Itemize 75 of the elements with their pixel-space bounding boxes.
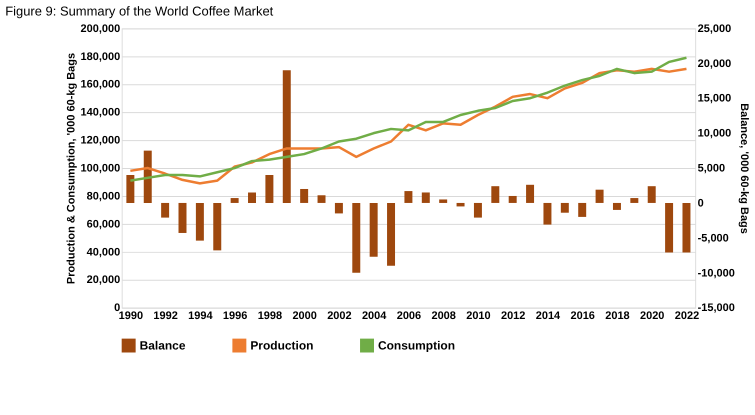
bar <box>161 202 170 218</box>
bar <box>596 190 604 203</box>
y2-tick-label: 15,000 <box>698 92 732 105</box>
x-tick-label: 2012 <box>500 310 526 322</box>
bar <box>387 202 396 266</box>
x-tick-label: 1994 <box>188 310 214 322</box>
x-tick-label: 2000 <box>292 310 317 322</box>
y-tick-label: 140,000 <box>80 106 120 119</box>
y2-tick-label: 10,000 <box>698 128 732 140</box>
bar <box>612 202 621 210</box>
chart-title: Figure 9: Summary of the World Coffee Market <box>5 3 274 18</box>
y-tick-label: 80,000 <box>86 190 120 202</box>
bar <box>318 195 326 203</box>
bar <box>560 202 569 213</box>
bar <box>126 175 134 203</box>
x-tick-label: 2008 <box>431 310 456 322</box>
bar <box>630 198 638 203</box>
y-tick-label: 100,000 <box>80 162 120 175</box>
x-tick-label: 1990 <box>118 310 144 322</box>
x-tick-label: 2004 <box>362 310 388 322</box>
x-tick-label: 2002 <box>327 310 352 322</box>
y-tick-label: 40,000 <box>86 246 120 258</box>
y2-tick-label: -5,000 <box>698 232 729 244</box>
x-tick-label: 2022 <box>674 310 700 322</box>
x-tick-label: 2016 <box>570 310 595 322</box>
legend-label: Balance <box>140 338 186 353</box>
x-tick-label: 2010 <box>466 310 491 322</box>
x-tick-label: 2006 <box>396 310 422 322</box>
legend-label: Consumption <box>378 338 456 353</box>
y-axis-title: Production & Consumption, '000 60-kg Bags <box>66 52 78 284</box>
bar <box>282 70 291 203</box>
y2-tick-label: 20,000 <box>698 58 732 70</box>
bar <box>578 202 586 217</box>
bar <box>543 202 552 225</box>
bar <box>265 175 274 203</box>
y-tick-label: 200,000 <box>80 22 120 35</box>
bar <box>491 186 500 203</box>
y2-tick-label: -10,000 <box>698 267 735 280</box>
bar <box>230 198 239 203</box>
x-tick-label: 2020 <box>640 310 664 322</box>
x-tick-label: 1998 <box>258 310 282 322</box>
bar <box>300 188 308 203</box>
x-tick-label: 1992 <box>153 310 178 322</box>
y2-tick-label: 5,000 <box>698 162 726 175</box>
bar <box>178 202 186 233</box>
x-tick-label: 2018 <box>605 310 630 322</box>
bar <box>439 199 448 203</box>
y-tick-label: 160,000 <box>80 78 120 91</box>
y-tick-label: 0 <box>114 302 120 314</box>
x-tick-label: 1996 <box>222 310 248 322</box>
y-tick-label: 120,000 <box>80 134 120 147</box>
bar <box>508 196 517 203</box>
bar <box>474 202 482 218</box>
bar <box>334 202 343 214</box>
y-tick-label: 60,000 <box>86 218 120 230</box>
y2-tick-label: 0 <box>698 197 704 210</box>
bar <box>665 202 674 253</box>
bar <box>682 202 690 253</box>
y-tick-label: 20,000 <box>86 274 120 286</box>
bar <box>648 186 656 203</box>
legend-label: Production <box>250 338 314 353</box>
bar <box>352 202 360 273</box>
bar <box>248 192 256 203</box>
bar <box>526 184 534 203</box>
bar <box>213 202 222 250</box>
bar <box>456 202 465 206</box>
bar <box>422 192 430 203</box>
y2-tick-label: 25,000 <box>698 22 732 35</box>
y2-tick-label: -15,000 <box>698 302 735 314</box>
y2-axis-title: Balance, '000 60-kg Bags <box>738 103 750 234</box>
x-tick-label: 2014 <box>536 310 562 322</box>
bar <box>370 202 378 257</box>
y-tick-label: 180,000 <box>80 50 120 63</box>
bar <box>196 202 204 241</box>
bar <box>404 191 412 203</box>
